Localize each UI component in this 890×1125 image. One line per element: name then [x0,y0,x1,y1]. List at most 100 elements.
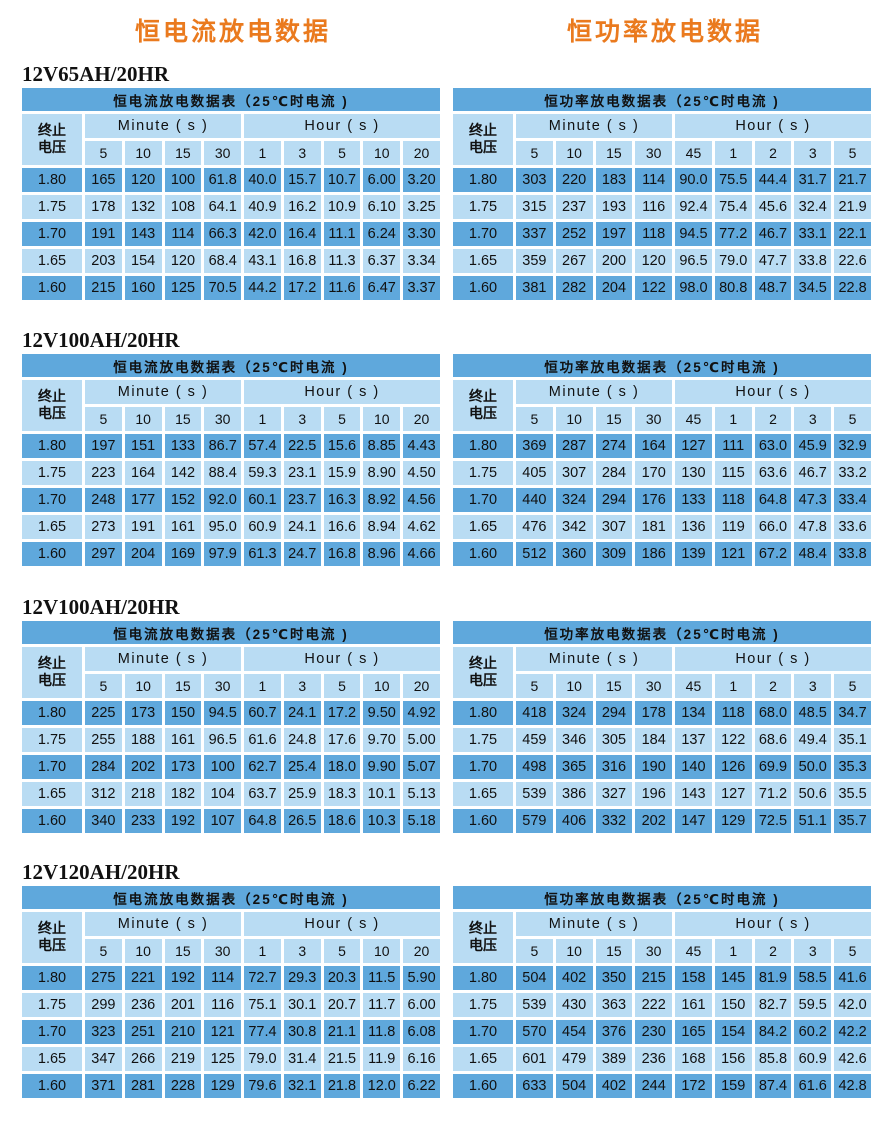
column-header: 45 [675,407,712,431]
value-cell: 77.2 [714,222,752,246]
value-cell: 324 [555,701,593,725]
value-cell: 98.0 [675,276,712,300]
value-cell: 15.7 [283,168,321,192]
hour-group-header: Hour ( s ) [675,647,871,671]
end-voltage-cell: 1.65 [453,782,513,806]
value-cell: 11.8 [363,1020,401,1044]
table-row: 1.70 191 143 114 66.3 42.0 16.4 11.1 6.24 3.30 [22,222,440,246]
voltage-label-line2: 电压 [38,405,66,421]
value-cell: 120 [635,249,673,273]
voltage-label-line1: 终止 [38,122,66,138]
value-cell: 92.0 [204,488,242,512]
value-cell: 282 [555,276,593,300]
model-label: 12V100AH/20HR [22,328,180,352]
constant-power-table: 恒功率放电数据表（25℃时电流 ) 终止 电压 Minute ( s ) Hour ( … [450,351,874,569]
table-row: 1.70 570 454 376 230 165 154 84.2 60.2 42.2 [453,1020,871,1044]
value-cell: 133 [675,488,712,512]
end-voltage-header: 终止 电压 [453,114,513,165]
column-header: 15 [164,141,202,165]
value-cell: 32.1 [283,1074,321,1098]
value-cell: 77.4 [244,1020,281,1044]
value-cell: 6.37 [363,249,401,273]
hour-group-header: Hour ( s ) [244,912,440,936]
value-cell: 100 [204,755,242,779]
value-cell: 42.8 [834,1074,871,1098]
end-voltage-cell: 1.80 [453,168,513,192]
end-voltage-cell: 1.80 [453,434,513,458]
value-cell: 97.9 [204,542,242,566]
end-voltage-cell: 1.65 [22,515,82,539]
value-cell: 3.30 [403,222,440,246]
value-cell: 44.2 [244,276,281,300]
column-header: 1 [244,674,281,698]
table-title: 恒电流放电数据表（25℃时电流 ) [22,354,440,377]
value-cell: 504 [555,1074,593,1098]
column-header: 20 [403,407,440,431]
value-cell: 6.16 [403,1047,440,1071]
value-cell: 136 [675,515,712,539]
value-cell: 122 [635,276,673,300]
value-cell: 64.8 [754,488,792,512]
column-header: 10 [124,939,162,963]
table-row: 1.75 299 236 201 116 75.1 30.1 20.7 11.7 6.00 [22,993,440,1017]
value-cell: 60.9 [794,1047,832,1071]
value-cell: 323 [85,1020,122,1044]
value-cell: 35.7 [834,809,871,833]
table-row: 1.80 303 220 183 114 90.0 75.5 44.4 31.7 21.7 [453,168,871,192]
value-cell: 45.6 [754,195,792,219]
value-cell: 10.1 [363,782,401,806]
end-voltage-cell: 1.70 [22,222,82,246]
column-header: 10 [124,141,162,165]
value-cell: 25.4 [283,755,321,779]
value-cell: 116 [204,993,242,1017]
value-cell: 346 [555,728,593,752]
hour-group-header: Hour ( s ) [244,114,440,138]
column-header: 10 [555,674,593,698]
column-header: 45 [675,141,712,165]
value-cell: 376 [595,1020,633,1044]
value-cell: 287 [555,434,593,458]
value-cell: 90.0 [675,168,712,192]
table-row: 1.60 381 282 204 122 98.0 80.8 48.7 34.5 22.8 [453,276,871,300]
value-cell: 539 [516,993,553,1017]
value-cell: 512 [516,542,553,566]
value-cell: 143 [124,222,162,246]
value-cell: 405 [516,461,553,485]
value-cell: 87.4 [754,1074,792,1098]
value-cell: 154 [124,249,162,273]
value-cell: 369 [516,434,553,458]
value-cell: 252 [555,222,593,246]
column-header: 3 [283,141,321,165]
end-voltage-cell: 1.65 [453,249,513,273]
value-cell: 129 [714,809,752,833]
end-voltage-header: 终止 电压 [453,647,513,698]
value-cell: 173 [124,701,162,725]
value-cell: 204 [595,276,633,300]
value-cell: 45.9 [794,434,832,458]
constant-power-heading: 恒功率放电数据 [567,18,764,46]
column-header: 3 [794,407,832,431]
column-header: 30 [635,141,673,165]
value-cell: 6.47 [363,276,401,300]
value-cell: 42.2 [834,1020,871,1044]
minute-group-header: Minute ( s ) [85,912,242,936]
value-cell: 5.90 [403,966,440,990]
value-cell: 159 [714,1074,752,1098]
value-cell: 406 [555,809,593,833]
value-cell: 96.5 [204,728,242,752]
column-header: 10 [555,407,593,431]
column-header: 5 [516,141,553,165]
end-voltage-cell: 1.65 [453,515,513,539]
end-voltage-header: 终止 电压 [22,912,82,963]
value-cell: 69.9 [754,755,792,779]
value-cell: 294 [595,488,633,512]
value-cell: 223 [85,461,122,485]
column-header: 5 [85,407,122,431]
value-cell: 16.2 [283,195,321,219]
column-header: 3 [283,407,321,431]
value-cell: 5.00 [403,728,440,752]
table-title: 恒电流放电数据表（25℃时电流 ) [22,621,440,644]
value-cell: 191 [124,515,162,539]
value-cell: 342 [555,515,593,539]
value-cell: 11.7 [363,993,401,1017]
